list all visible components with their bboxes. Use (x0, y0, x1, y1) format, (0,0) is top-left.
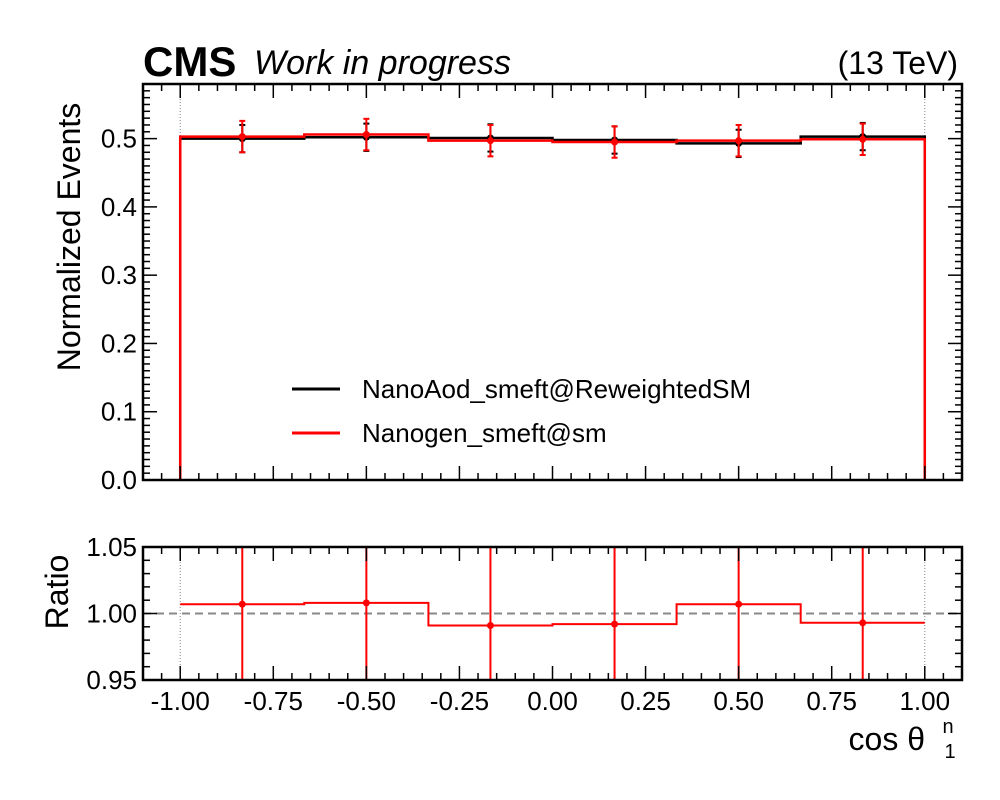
x-tick-label: 0.00 (527, 686, 578, 716)
x-tick-label: -1.00 (151, 686, 210, 716)
data-point (362, 131, 370, 139)
main-y-tick-label: 0.3 (101, 260, 137, 290)
experiment-label: CMS (143, 38, 236, 85)
main-y-tick-label: 0.1 (101, 397, 137, 427)
data-point (486, 137, 494, 145)
data-point (735, 137, 743, 145)
x-tick-label: 0.25 (620, 686, 671, 716)
ratio-point (611, 620, 619, 628)
ratio-point (735, 600, 743, 608)
ratio-y-axis-title: Ratio (39, 555, 75, 630)
main-y-tick-label: 0.5 (101, 124, 137, 154)
x-tick-label: -0.75 (244, 686, 303, 716)
ratio-point (859, 619, 867, 627)
legend-label-reweighted-sm: NanoAod_smeft@ReweightedSM (362, 374, 751, 404)
data-point (611, 138, 619, 146)
main-y-tick-label: 0.2 (101, 328, 137, 358)
ratio-y-tick-label: 0.95 (86, 665, 137, 695)
main-y-tick-label: 0.4 (101, 192, 137, 222)
status-label: Work in progress (254, 44, 511, 82)
legend: NanoAod_smeft@ReweightedSM Nanogen_smeft… (292, 374, 751, 448)
ratio-point (362, 599, 370, 607)
x-axis-title: cos θ n 1 (849, 716, 956, 763)
ratio-y-tick-label: 1.05 (86, 532, 137, 562)
ratio-y-tick-label: 1.00 (86, 599, 137, 629)
main-y-axis-title: Normalized Events (51, 103, 87, 372)
histogram-series-1 (178, 133, 927, 480)
x-tick-label: -0.50 (337, 686, 396, 716)
x-axis-title-superscript: n (942, 716, 953, 738)
data-point (859, 135, 867, 143)
ratio-point (486, 621, 494, 629)
x-tick-label: 1.00 (899, 686, 950, 716)
ratio-point (238, 600, 246, 608)
x-tick-label: 0.75 (806, 686, 857, 716)
x-tick-label: -0.25 (430, 686, 489, 716)
ratio-step-line (180, 601, 925, 627)
main-y-tick-label: 0.0 (101, 465, 137, 495)
x-axis-title-main: cos θ (849, 721, 925, 757)
ratio-plot (141, 545, 964, 682)
histogram-series-0 (178, 135, 927, 480)
data-point (238, 133, 246, 141)
x-axis-title-subscript: 1 (944, 741, 955, 763)
x-tick-label: 0.50 (713, 686, 764, 716)
energy-label: (13 TeV) (838, 45, 958, 81)
legend-label-nanogen-sm: Nanogen_smeft@sm (362, 418, 607, 448)
